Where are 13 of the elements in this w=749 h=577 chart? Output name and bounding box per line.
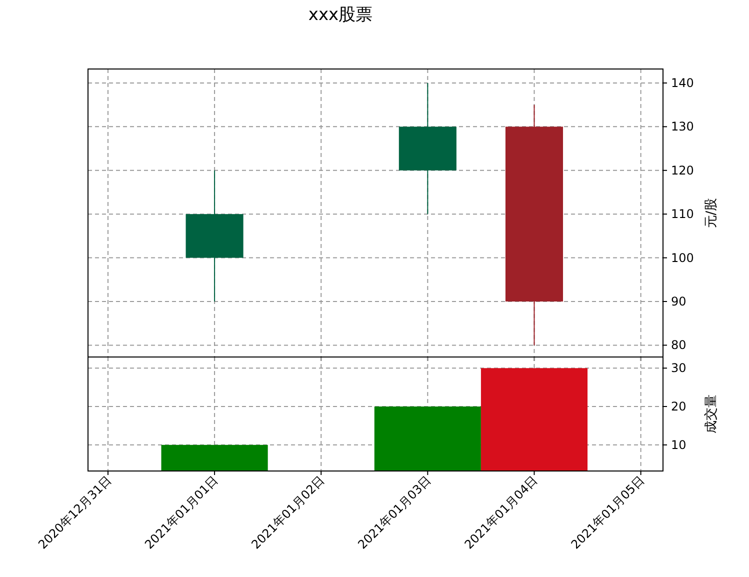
y-axis-title: 元/股 [704,198,719,228]
y-tick-label: 90 [671,294,686,308]
y-tick-label: 10 [671,438,686,452]
y-tick-label: 80 [671,338,686,352]
chart-title: xxx股票 [308,5,373,25]
y-tick-label: 130 [671,120,694,134]
y-tick-label: 30 [671,361,686,376]
y-tick-label: 100 [671,250,694,265]
y-tick-label: 140 [671,76,694,90]
y-tick-label: 110 [671,207,694,222]
y-tick-label: 20 [671,400,686,414]
y-axis-title: 成交量 [703,394,719,434]
y-tick-label: 120 [671,163,694,178]
